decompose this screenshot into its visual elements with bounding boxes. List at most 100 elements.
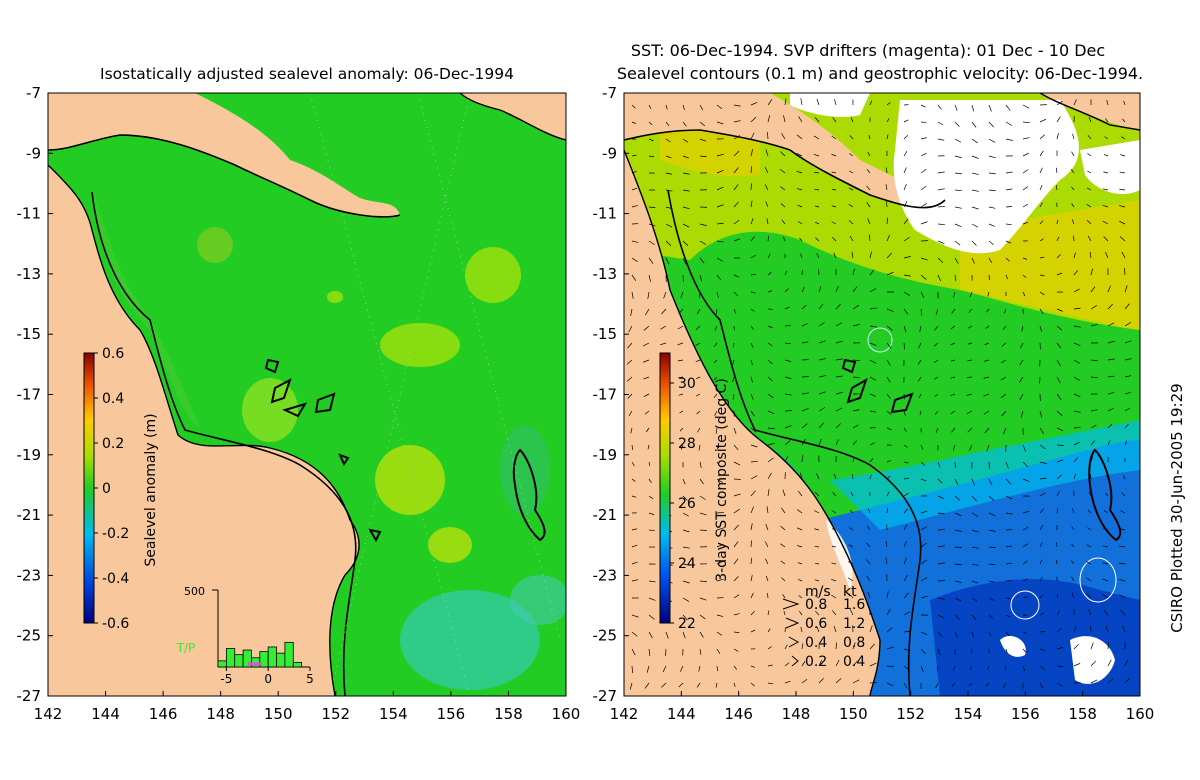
colorbar-tick-label: 28 bbox=[678, 436, 696, 452]
velocity-arrow bbox=[1056, 610, 1060, 616]
velocity-arrow bbox=[682, 206, 690, 210]
velocity-arrow bbox=[1005, 223, 1012, 226]
velocity-arrow bbox=[954, 121, 960, 127]
velocity-arrow bbox=[1106, 474, 1109, 480]
velocity-arrow bbox=[716, 222, 724, 225]
velocity-arrow bbox=[966, 410, 973, 414]
velocity-arrow bbox=[716, 169, 724, 174]
velocity-arrow bbox=[716, 121, 724, 125]
velocity-arrow bbox=[750, 132, 755, 140]
velocity-arrow bbox=[866, 542, 871, 548]
velocity-arrow bbox=[750, 540, 752, 548]
velocity-arrow bbox=[1039, 184, 1043, 191]
velocity-arrow bbox=[646, 665, 650, 673]
velocity-arrow bbox=[848, 219, 854, 225]
velocity-arrow bbox=[767, 427, 775, 430]
velocity-arrow bbox=[799, 237, 803, 242]
velocity-arrow bbox=[767, 290, 773, 293]
velocity-arrow bbox=[699, 240, 707, 245]
velocity-arrow bbox=[903, 410, 906, 416]
velocity-arrow bbox=[903, 665, 910, 671]
velocity-arrow bbox=[848, 204, 854, 208]
velocity-arrow bbox=[866, 168, 871, 174]
velocity-arrow bbox=[835, 340, 843, 344]
velocity-arrow bbox=[716, 204, 724, 208]
velocity-arrow bbox=[952, 444, 956, 451]
velocity-arrow bbox=[1123, 100, 1126, 106]
velocity-arrow bbox=[796, 134, 803, 140]
velocity-arrow bbox=[716, 240, 724, 243]
velocity-arrow bbox=[1121, 251, 1126, 259]
velocity-arrow bbox=[767, 325, 773, 329]
velocity-arrow bbox=[659, 342, 667, 346]
velocity-arrow bbox=[781, 507, 786, 514]
velocity-arrow bbox=[782, 594, 786, 599]
velocity-arrow bbox=[784, 376, 792, 380]
right-reef-outline bbox=[1088, 448, 1122, 542]
velocity-arrow bbox=[733, 104, 741, 107]
velocity-arrow bbox=[750, 200, 753, 208]
velocity-arrow bbox=[648, 529, 655, 532]
velocity-arrow bbox=[697, 427, 701, 433]
velocity-arrow bbox=[682, 257, 687, 265]
velocity-arrow bbox=[648, 274, 651, 282]
velocity-arrow bbox=[767, 628, 771, 633]
velocity-arrow bbox=[1090, 286, 1096, 293]
velocity-arrow bbox=[1039, 427, 1045, 435]
velocity-arrow bbox=[954, 512, 962, 517]
velocity-arrow bbox=[886, 393, 891, 399]
velocity-arrow bbox=[699, 631, 704, 638]
velocity-arrow bbox=[951, 308, 956, 314]
velocity-arrow bbox=[850, 491, 854, 497]
right-colorbar: 30 28 26 24 22 3-day SST composite (deg C) bbox=[659, 352, 730, 632]
velocity-arrow bbox=[1121, 492, 1126, 497]
velocity-arrow bbox=[832, 117, 837, 123]
velocity-arrow bbox=[935, 427, 939, 433]
velocity-arrow bbox=[799, 472, 803, 480]
velocity-arrow bbox=[631, 121, 637, 124]
right-lon-label-9: 160 bbox=[1126, 705, 1155, 723]
velocity-arrow bbox=[1022, 169, 1029, 174]
velocity-arrow bbox=[1039, 220, 1044, 225]
velocity-arrow bbox=[1086, 187, 1092, 191]
velocity-arrow bbox=[954, 274, 957, 282]
velocity-arrow bbox=[988, 257, 993, 263]
velocity-arrow bbox=[818, 375, 826, 378]
velocity-arrow bbox=[716, 631, 723, 636]
velocity-arrow bbox=[682, 563, 690, 566]
velocity-arrow bbox=[716, 648, 721, 654]
velocity-arrow bbox=[631, 631, 638, 637]
velocity-arrow bbox=[713, 359, 718, 364]
velocity-arrow bbox=[920, 559, 927, 565]
velocity-arrow bbox=[1086, 577, 1092, 582]
velocity-arrow bbox=[818, 678, 824, 684]
velocity-arrow bbox=[1088, 116, 1092, 123]
velocity-arrow bbox=[869, 359, 877, 364]
velocity-arrow bbox=[1022, 543, 1028, 548]
velocity-arrow bbox=[1107, 340, 1115, 344]
velocity-arrow bbox=[867, 218, 871, 225]
velocity-arrow bbox=[801, 423, 808, 429]
velocity-arrow bbox=[682, 631, 686, 639]
velocity-arrow bbox=[886, 410, 892, 415]
velocity-arrow bbox=[869, 325, 877, 328]
velocity-arrow bbox=[1086, 219, 1092, 225]
velocity-arrow bbox=[1107, 423, 1113, 429]
velocity-arrow bbox=[678, 376, 684, 379]
velocity-arrow bbox=[920, 542, 927, 548]
velocity-arrow bbox=[698, 665, 701, 672]
velocity-arrow bbox=[886, 376, 891, 383]
left-lat-label-6: -19 bbox=[17, 446, 42, 464]
velocity-arrow bbox=[1120, 136, 1126, 140]
velocity-arrow bbox=[1073, 473, 1077, 480]
velocity-arrow bbox=[699, 155, 707, 158]
velocity-arrow bbox=[643, 393, 650, 397]
velocity-arrow bbox=[713, 376, 718, 381]
velocity-arrow bbox=[1103, 609, 1109, 616]
inset-bar bbox=[292, 661, 303, 668]
velocity-arrow bbox=[750, 490, 756, 497]
velocity-arrow bbox=[682, 580, 690, 584]
velocity-legend: m/s kt 0.8 1.6 0.6 1.2 0.4 0.8 0.2 0.4 bbox=[782, 584, 865, 670]
velocity-arrow bbox=[797, 562, 803, 565]
velocity-arrow bbox=[1103, 528, 1109, 531]
